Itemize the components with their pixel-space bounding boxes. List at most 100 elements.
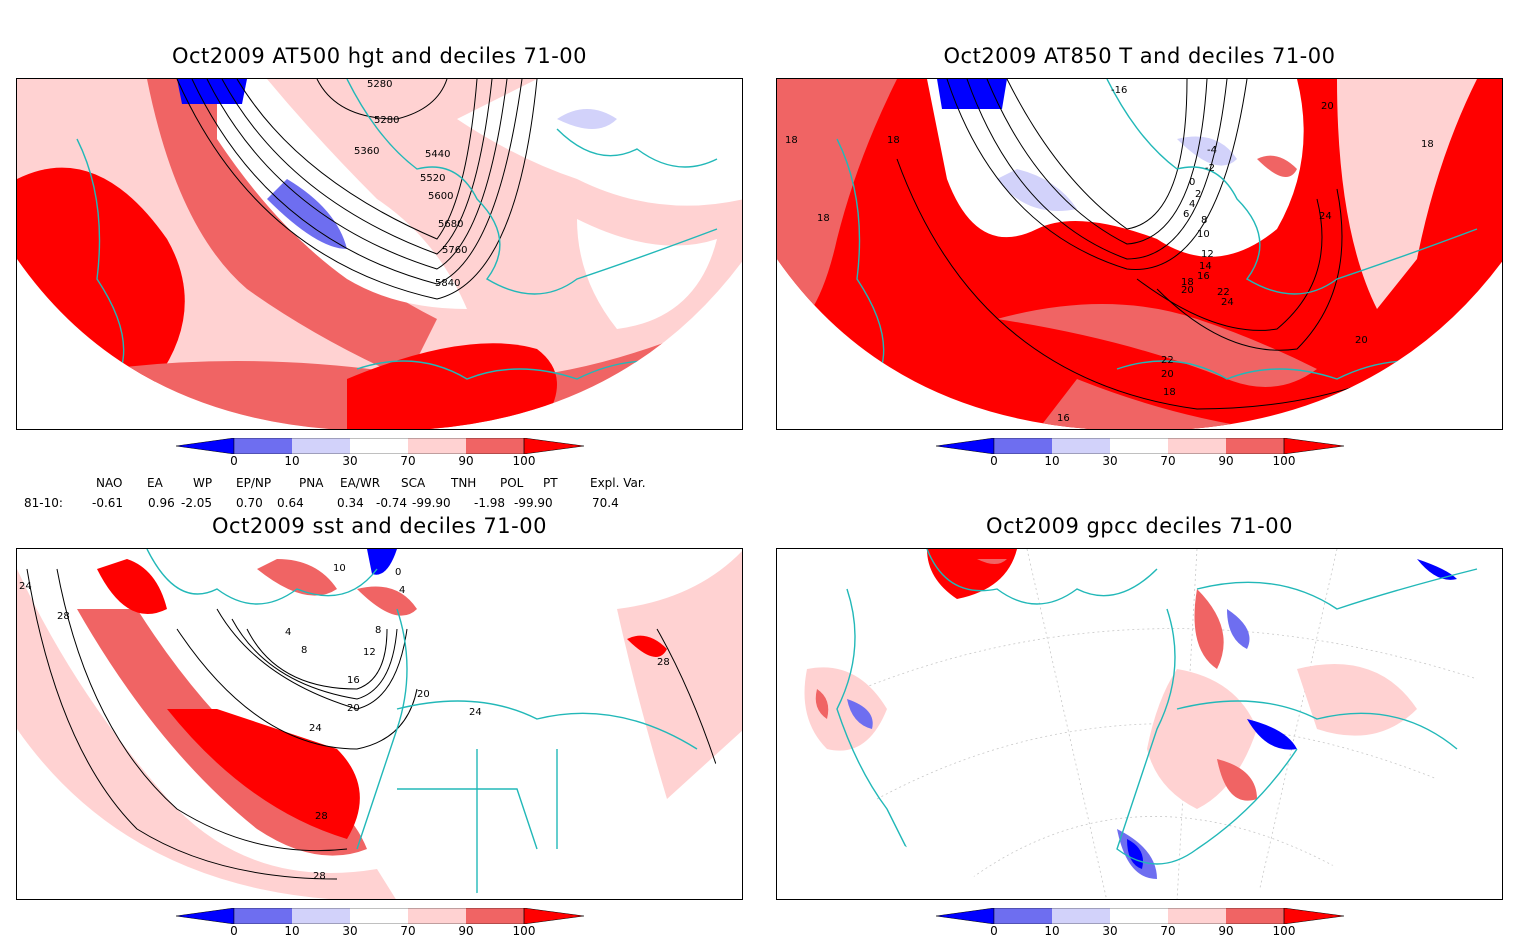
contour-label: 20	[1355, 335, 1368, 346]
contour-label: 18	[1181, 277, 1194, 288]
contour-label: 8	[301, 645, 307, 656]
contour-label: 16	[1197, 271, 1210, 282]
index-value: -2.05	[181, 496, 213, 510]
index-header: PNA	[299, 476, 324, 490]
index-value: 0.34	[337, 496, 364, 510]
contour-label: 4	[399, 585, 405, 596]
colorbar-tick: 70	[400, 924, 416, 938]
index-headers: NAO EA WP EP/NP PNA EA/WR SCA TNH POL PT…	[0, 476, 760, 492]
colorbar-tick: 90	[1218, 454, 1234, 468]
contour-label: 20	[417, 689, 430, 700]
contour-label: 5440	[425, 149, 450, 160]
colorbar-tick: 100	[512, 924, 536, 938]
contour-label: 20	[1321, 101, 1334, 112]
index-value: 0.96	[148, 496, 175, 510]
contour-label: 28	[657, 657, 670, 668]
index-header: EA	[147, 476, 163, 490]
map-panel-hgt: 5280 5280 5360 5440 5520 5600 5680 5760 …	[16, 78, 743, 430]
index-header: NAO	[96, 476, 123, 490]
index-header: TNH	[451, 476, 477, 490]
index-header: WP	[193, 476, 213, 490]
contour-label: 4	[285, 627, 291, 638]
colorbar-tick: 90	[458, 454, 474, 468]
panel-title-gpcc: Oct2009 gpcc deciles 71-00	[986, 514, 1293, 538]
map-panel-gpcc	[776, 548, 1503, 900]
contour-label: -16	[1111, 85, 1127, 96]
contour-label: 12	[363, 647, 376, 658]
colorbar-tick: 0	[230, 454, 238, 468]
index-value: -0.61	[92, 496, 124, 510]
colorbar-tick: 0	[990, 454, 998, 468]
contour-label: 18	[785, 135, 798, 146]
contour-label: 22	[1217, 287, 1230, 298]
contour-label: 5680	[438, 219, 463, 230]
colorbar-tick: 90	[458, 924, 474, 938]
panel-title-t850: Oct2009 AT850 T and deciles 71-00	[943, 44, 1336, 68]
contour-label: 18	[887, 135, 900, 146]
colorbar-tick: 10	[284, 454, 300, 468]
index-header: POL	[500, 476, 524, 490]
colorbar-tick: 70	[1160, 454, 1176, 468]
index-value: 0.70	[236, 496, 263, 510]
colorbar-tick: 70	[1160, 924, 1176, 938]
colorbar-tick: 100	[1272, 924, 1296, 938]
index-header: PT	[543, 476, 558, 490]
index-value: -99.90	[514, 496, 553, 510]
contour-label: 24	[19, 581, 32, 592]
index-value: 0.64	[277, 496, 304, 510]
contour-label: 18	[817, 213, 830, 224]
contour-label: 5600	[428, 191, 453, 202]
contour-label: 10	[333, 563, 346, 574]
contour-label: 10	[1197, 229, 1210, 240]
contour-label: 2	[1195, 189, 1201, 200]
panel-title-sst: Oct2009 sst and deciles 71-00	[212, 514, 547, 538]
index-row-label: 81-10:	[24, 496, 63, 510]
contour-label: 5840	[435, 278, 460, 289]
index-value: -99.90	[412, 496, 451, 510]
contour-label: 8	[375, 625, 381, 636]
map-panel-sst: 24 28 0 4 4 8 8 12 16 20 20 24 24 28 28 …	[16, 548, 743, 900]
index-header: EA/WR	[340, 476, 381, 490]
contour-label: 24	[1221, 297, 1234, 308]
colorbar-tick: 30	[342, 924, 358, 938]
contour-label: 6	[1183, 209, 1189, 220]
contour-label: -2	[1205, 163, 1215, 174]
index-header: SCA	[401, 476, 426, 490]
contour-label: 20	[1181, 285, 1194, 296]
index-header: EP/NP	[236, 476, 272, 490]
contour-label: -4	[1207, 145, 1217, 156]
colorbar-tick: 30	[1102, 454, 1118, 468]
colorbar-tick: 10	[1044, 924, 1060, 938]
contour-label: 24	[469, 707, 482, 718]
colorbar-tick: 10	[1044, 454, 1060, 468]
colorbar-tick: 0	[230, 924, 238, 938]
colorbar-tick: 100	[1272, 454, 1296, 468]
colorbar-tick: 30	[342, 454, 358, 468]
colorbar-tick: 90	[1218, 924, 1234, 938]
contour-label: 8	[1201, 215, 1207, 226]
colorbar-t850: 0 10 30 70 90 100	[935, 437, 1346, 472]
colorbar-tick: 100	[512, 454, 536, 468]
contour-label: 4	[1189, 199, 1195, 210]
map-panel-t850: -16 18 18 18 18 20 24 -4 -2 0 2 4 6 8 10…	[776, 78, 1503, 430]
contour-label: 5760	[442, 245, 467, 256]
contour-label: 22	[1161, 355, 1174, 366]
panel-title-hgt: Oct2009 AT500 hgt and deciles 71-00	[171, 44, 587, 68]
contour-label: 28	[57, 611, 70, 622]
colorbar-hgt: 0 10 30 70 90 100	[175, 437, 586, 472]
colorbar-tick: 10	[284, 924, 300, 938]
contour-label: 18	[1421, 139, 1434, 150]
contour-label: 20	[1161, 369, 1174, 380]
contour-label: 28	[313, 871, 326, 882]
colorbar-tick: 0	[990, 924, 998, 938]
contour-label: 5280	[367, 79, 392, 90]
contour-label: 28	[315, 811, 328, 822]
contour-label: 20	[347, 703, 360, 714]
index-value: -0.74	[376, 496, 408, 510]
contour-label: 16	[347, 675, 360, 686]
colorbar-gpcc: 0 10 30 70 90 100	[935, 907, 1346, 942]
index-values: 81-10: -0.61 0.96 -2.05 0.70 0.64 0.34 -…	[0, 496, 760, 512]
contour-label: 5280	[374, 115, 399, 126]
contour-label: 5360	[354, 146, 379, 157]
index-value: 70.4	[592, 496, 619, 510]
